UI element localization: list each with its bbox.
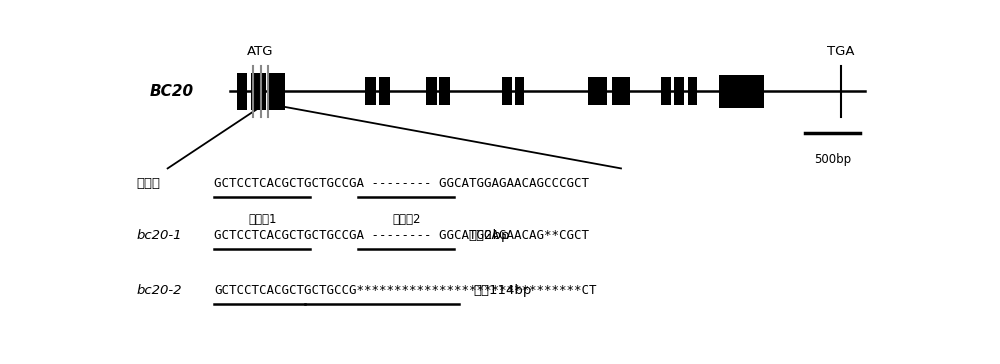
Text: 缺失114bp: 缺失114bp [473, 284, 532, 297]
Bar [719, 75, 764, 108]
Text: GCTCCTCACGCTGCTGCCG******************************CT: GCTCCTCACGCTGCTGCCG*********************… [214, 284, 597, 297]
Bar [612, 77, 630, 105]
Bar [365, 77, 376, 105]
Text: GCTCCTCACGCTGCTGCCGA -------- GGCATGGAGAACAGCCCGCT: GCTCCTCACGCTGCTGCCGA -------- GGCATGGAGA… [214, 177, 589, 190]
Bar [237, 73, 247, 110]
Text: GCTCCTCACGCTGCTGCCGA -------- GGCATGGAGAACAG**CGCT: GCTCCTCACGCTGCTGCCGA -------- GGCATGGAGA… [214, 229, 589, 242]
Text: bc20-1: bc20-1 [137, 229, 182, 242]
Bar [439, 77, 450, 105]
Bar [588, 77, 607, 105]
Bar [269, 73, 285, 110]
Text: 500bp: 500bp [814, 153, 851, 166]
Text: 缺失2bp: 缺失2bp [468, 229, 510, 242]
Bar [251, 73, 266, 110]
Text: 靶位点2: 靶位点2 [392, 213, 421, 226]
Bar [674, 77, 684, 105]
Text: bc20-2: bc20-2 [137, 284, 182, 297]
Bar [426, 77, 437, 105]
Text: 野生型: 野生型 [137, 177, 161, 190]
Text: TGA: TGA [827, 45, 855, 58]
Text: ATG: ATG [247, 45, 274, 58]
Text: BC20: BC20 [150, 84, 194, 99]
Bar [379, 77, 390, 105]
Bar [502, 77, 512, 105]
Text: 靶位点1: 靶位点1 [248, 213, 276, 226]
Bar [515, 77, 524, 105]
Bar [688, 77, 697, 105]
Bar [661, 77, 671, 105]
